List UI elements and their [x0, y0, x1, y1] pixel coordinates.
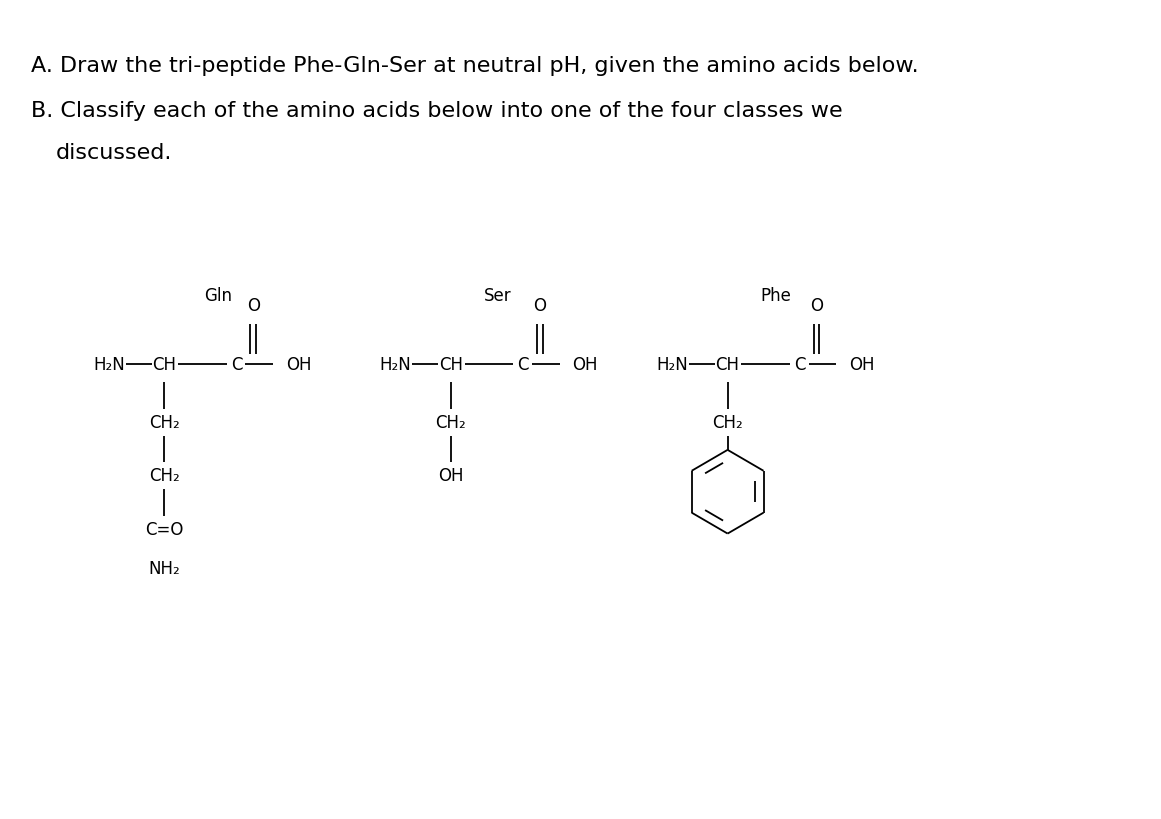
Text: CH₂: CH₂: [149, 466, 180, 484]
Text: CH: CH: [152, 355, 176, 373]
Text: CH₂: CH₂: [435, 414, 467, 432]
Text: CH: CH: [715, 355, 740, 373]
Text: O: O: [533, 297, 547, 315]
Text: OH: OH: [572, 355, 598, 373]
Text: C: C: [231, 355, 243, 373]
Text: OH: OH: [849, 355, 874, 373]
Text: H₂N: H₂N: [93, 355, 125, 373]
Text: Ser: Ser: [483, 287, 511, 305]
Text: A. Draw the tri-peptide Phe-Gln-Ser at neutral pH, given the amino acids below.: A. Draw the tri-peptide Phe-Gln-Ser at n…: [31, 57, 918, 76]
Text: OH: OH: [438, 466, 463, 484]
Text: C: C: [794, 355, 806, 373]
Text: H₂N: H₂N: [656, 355, 688, 373]
Text: C=O: C=O: [145, 520, 183, 538]
Text: O: O: [810, 297, 823, 315]
Text: NH₂: NH₂: [149, 559, 180, 577]
Text: CH: CH: [439, 355, 463, 373]
Text: B. Classify each of the amino acids below into one of the four classes we: B. Classify each of the amino acids belo…: [31, 101, 843, 121]
Text: discussed.: discussed.: [56, 143, 172, 163]
Text: O: O: [247, 297, 260, 315]
Text: H₂N: H₂N: [380, 355, 411, 373]
Text: CH₂: CH₂: [712, 414, 743, 432]
Text: C: C: [518, 355, 528, 373]
Text: Gln: Gln: [204, 287, 232, 305]
Text: OH: OH: [286, 355, 311, 373]
Text: CH₂: CH₂: [149, 414, 180, 432]
Text: Phe: Phe: [760, 287, 791, 305]
